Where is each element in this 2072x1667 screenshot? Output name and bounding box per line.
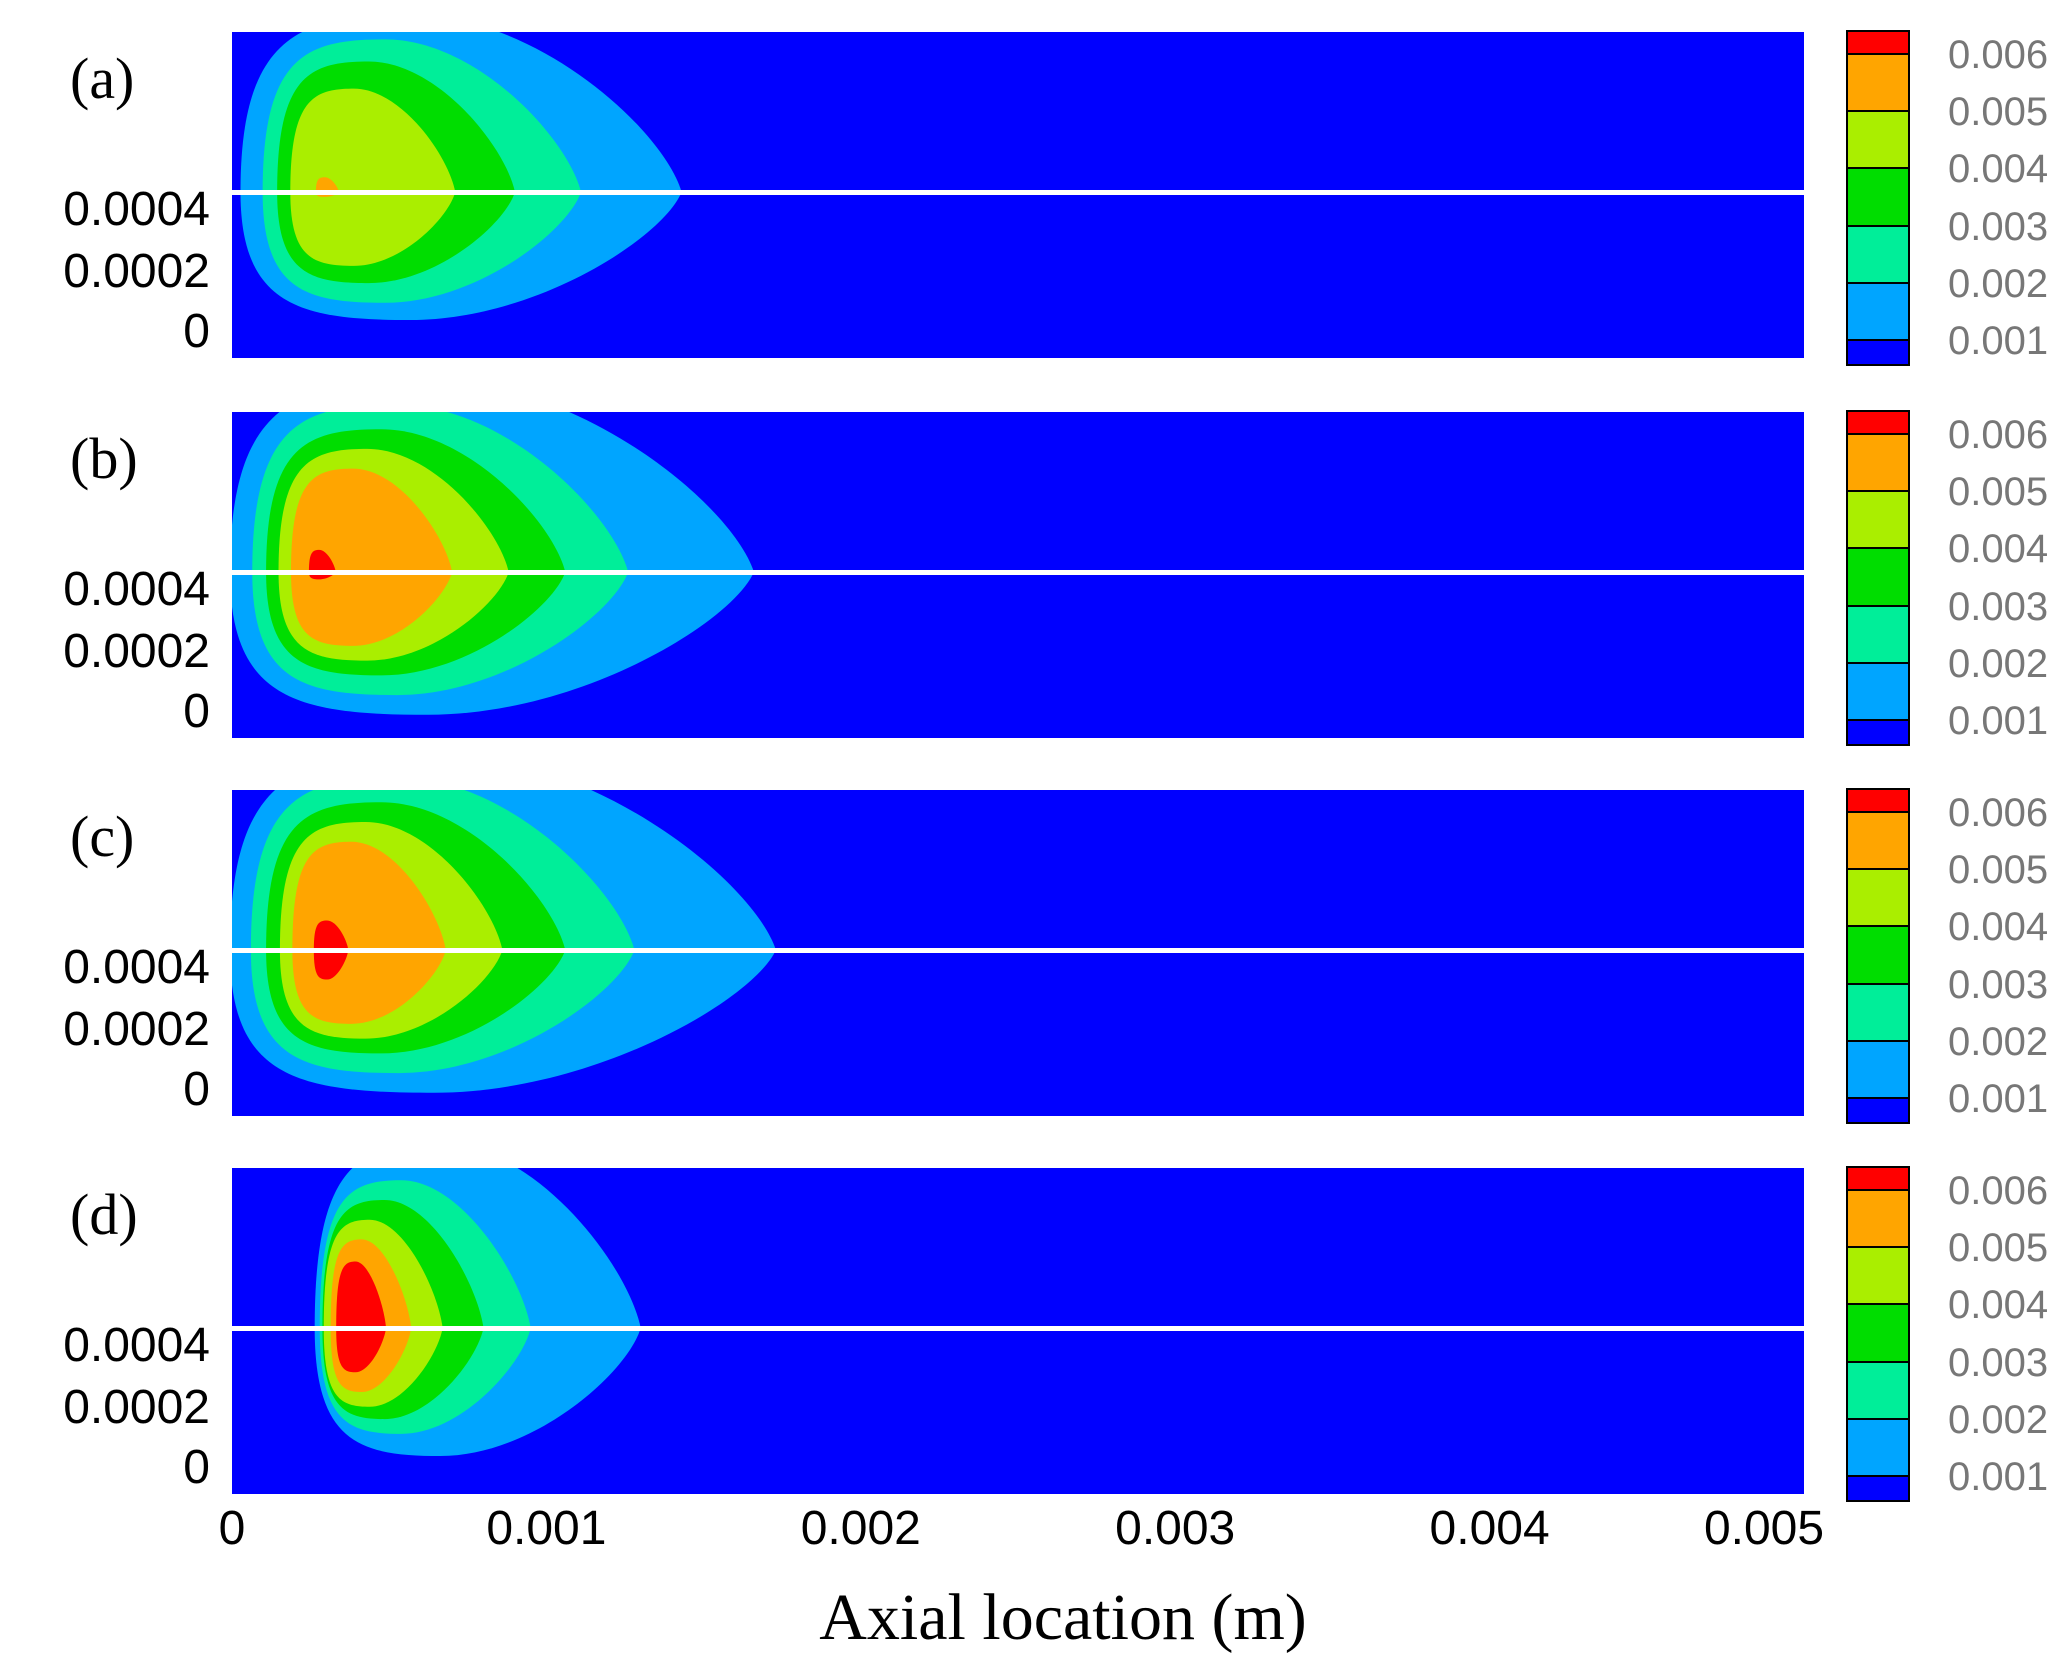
colorbar-swatch [1848, 720, 1908, 744]
colorbar-label: 0.002 [1948, 261, 2049, 306]
colorbar-swatch [1848, 1419, 1908, 1477]
x-tick-label: 0.004 [1429, 1502, 1550, 1555]
contour-level-0.005 [290, 468, 453, 646]
contour-plot-area [232, 412, 1804, 738]
colorbar-swatch [1848, 226, 1908, 284]
y-tick-label: 0 [183, 1063, 210, 1116]
colorbar-label: 0.003 [1948, 204, 2049, 249]
colorbar-label: 0.001 [1948, 1076, 2049, 1121]
x-axis-label: Axial location (m) [819, 1581, 1307, 1654]
x-tick-label: 0.005 [1703, 1502, 1825, 1555]
colorbar-swatch [1848, 1305, 1908, 1363]
colorbar-label: 0.005 [1948, 90, 2049, 135]
colorbar-label: 0.006 [1948, 413, 2049, 458]
colorbar-swatch [1848, 606, 1908, 664]
x-tick-label: 0.003 [1115, 1502, 1236, 1555]
contour-plot-area [232, 32, 1804, 358]
colorbar-label: 0.001 [1948, 698, 2049, 743]
contour-panel [232, 32, 1804, 358]
colorbar [1846, 30, 1910, 366]
y-tick-label: 0.0002 [63, 245, 210, 298]
panel-label: (a) [70, 46, 135, 111]
y-tick-label: 0.0004 [63, 1319, 210, 1372]
panel-label: (d) [70, 1182, 138, 1247]
centerline-divider [232, 1326, 1804, 1331]
colorbar-swatch [1848, 169, 1908, 227]
colorbar-swatch [1848, 412, 1908, 436]
colorbar-swatch [1848, 984, 1908, 1042]
colorbar-label: 0.002 [1948, 1397, 2049, 1442]
colorbar-label: 0.003 [1948, 584, 2049, 629]
colorbar-label: 0.001 [1948, 1454, 2049, 1499]
colorbar-label: 0.002 [1948, 1019, 2049, 1064]
colorbar-label: 0.004 [1948, 147, 2049, 192]
colorbar-label: 0.002 [1948, 641, 2049, 686]
colorbar-label: 0.004 [1948, 905, 2049, 950]
colorbar-swatch [1848, 112, 1908, 170]
colorbar-swatch [1848, 492, 1908, 550]
colorbar-swatch [1848, 549, 1908, 607]
colorbar-swatch [1848, 1476, 1908, 1500]
centerline-divider [232, 948, 1804, 953]
colorbar-swatch [1848, 790, 1908, 814]
colorbar-swatch [1848, 435, 1908, 493]
x-tick-label: 0 [218, 1502, 246, 1555]
contour-level-0.006 [336, 1261, 387, 1373]
colorbar-label: 0.003 [1948, 1340, 2049, 1385]
y-tick-label: 0.0004 [63, 183, 210, 236]
colorbar-label: 0.004 [1948, 527, 2049, 572]
contour-level-0.004 [290, 88, 456, 266]
colorbar-label: 0.003 [1948, 962, 2049, 1007]
colorbar-swatch [1848, 1041, 1908, 1099]
y-tick-label: 0.0004 [63, 563, 210, 616]
colorbar-swatch [1848, 32, 1908, 56]
y-tick-label: 0.0002 [63, 1381, 210, 1434]
colorbar-swatch [1848, 1248, 1908, 1306]
y-tick-label: 0 [183, 305, 210, 358]
colorbar-swatch [1848, 870, 1908, 928]
y-tick-label: 0.0002 [63, 1003, 210, 1056]
panel-label: (c) [70, 804, 135, 869]
colorbar-swatch [1848, 55, 1908, 113]
colorbar [1846, 1166, 1910, 1502]
colorbar-label: 0.001 [1948, 318, 2049, 363]
contour-plot-area [232, 1168, 1804, 1494]
x-tick-label: 0.001 [486, 1502, 607, 1555]
colorbar-label: 0.005 [1948, 848, 2049, 893]
colorbar-swatch [1848, 813, 1908, 871]
y-tick-label: 0.0002 [63, 625, 210, 678]
colorbar-swatch [1848, 927, 1908, 985]
colorbar-swatch [1848, 1098, 1908, 1122]
contour-panel [232, 412, 1804, 738]
x-tick-label: 0.002 [800, 1502, 921, 1555]
contour-plot-area [232, 790, 1804, 1116]
contour-panel [232, 790, 1804, 1116]
colorbar-swatch [1848, 1168, 1908, 1192]
y-tick-label: 0 [183, 685, 210, 738]
colorbar [1846, 410, 1910, 746]
colorbar-swatch [1848, 1362, 1908, 1420]
colorbar-label: 0.005 [1948, 470, 2049, 515]
colorbar-label: 0.006 [1948, 33, 2049, 78]
colorbar [1846, 788, 1910, 1124]
y-tick-label: 0 [183, 1441, 210, 1494]
centerline-divider [232, 190, 1804, 195]
contour-panel [232, 1168, 1804, 1494]
colorbar-label: 0.006 [1948, 1169, 2049, 1214]
colorbar-label: 0.006 [1948, 791, 2049, 836]
y-tick-label: 0.0004 [63, 941, 210, 994]
centerline-divider [232, 570, 1804, 575]
colorbar-swatch [1848, 340, 1908, 364]
colorbar-label: 0.004 [1948, 1283, 2049, 1328]
colorbar-swatch [1848, 1191, 1908, 1249]
colorbar-swatch [1848, 663, 1908, 721]
colorbar-label: 0.005 [1948, 1226, 2049, 1271]
colorbar-swatch [1848, 283, 1908, 341]
panel-label: (b) [70, 426, 138, 491]
